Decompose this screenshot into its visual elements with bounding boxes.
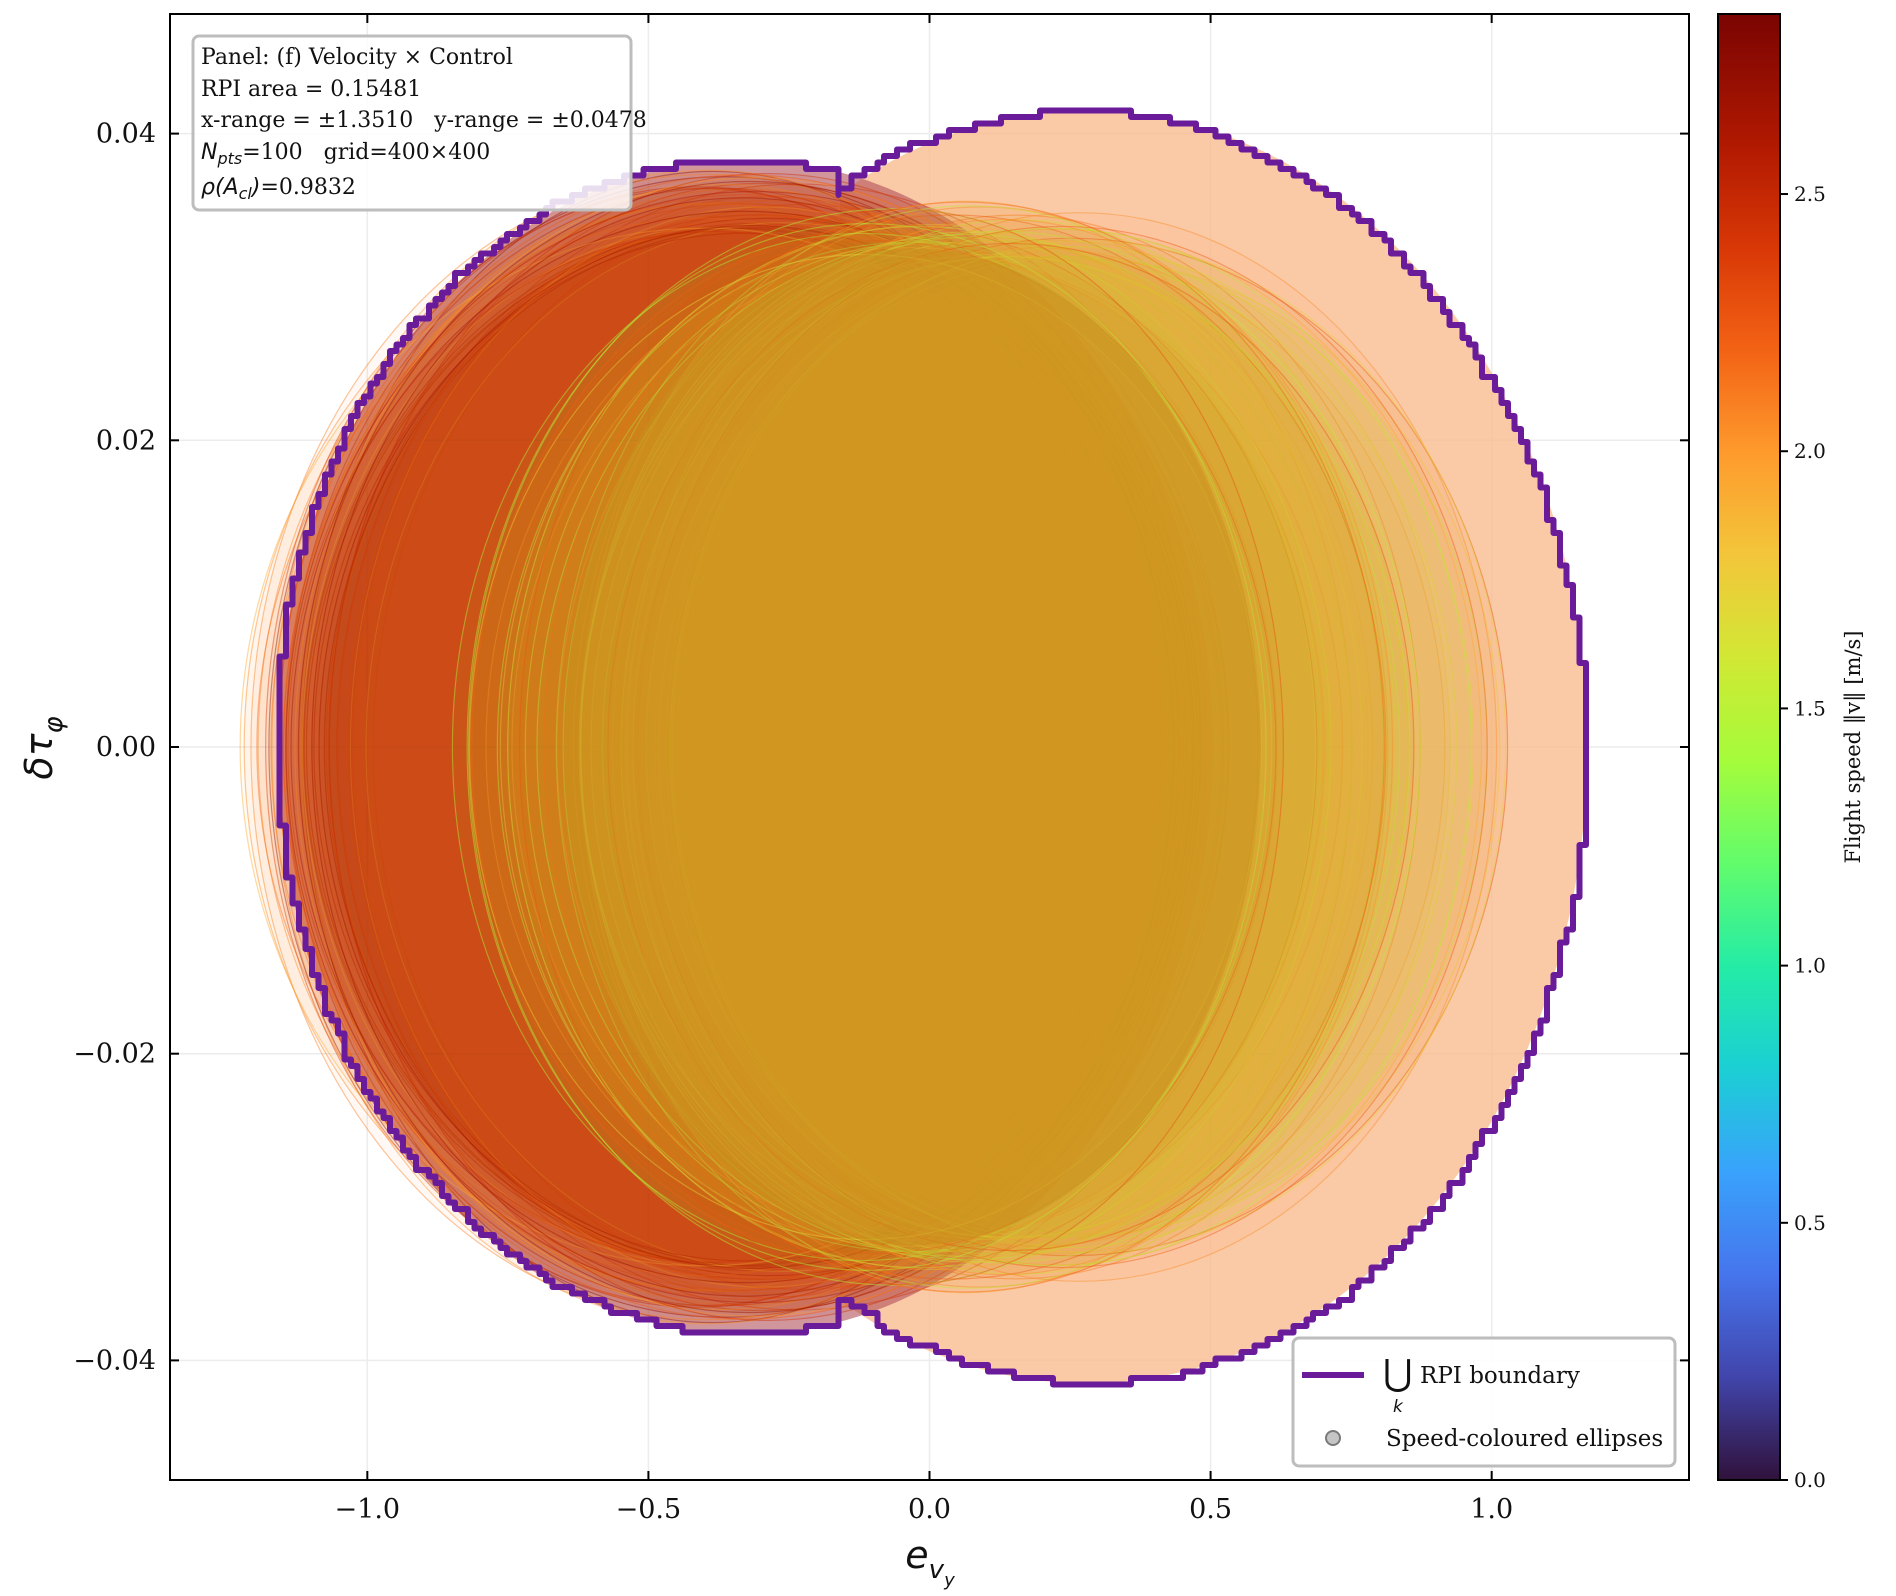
legend: ⋃ k RPI boundary Speed-coloured ellipses [1291, 1336, 1677, 1468]
info-line-npts: Npts=100 grid=400×400 [201, 140, 490, 168]
info-line-area: RPI area = 0.15481 [201, 77, 421, 102]
colorbar: 0.0 0.5 1.0 1.5 2.0 2.5 Flight speed ‖v‖ [m/s… [1717, 13, 1866, 1492]
info-box: Panel: (f) Velocity × Control RPI area =… [191, 34, 647, 212]
y-tick-label: 0.04 [96, 119, 156, 150]
ellipse-overlap-core [564, 248, 1262, 1246]
rpi-boundary [276, 107, 1589, 1388]
x-axis-label: evy [905, 1533, 955, 1591]
info-line-range: x-range = ±1.3510 y-range = ±0.0478 [201, 108, 647, 133]
colorbar-tick-label: 0.0 [1794, 1468, 1826, 1492]
x-tick-label: −1.0 [335, 1494, 401, 1525]
x-tick-label: −0.5 [616, 1494, 682, 1525]
speed-ellipses [239, 169, 1509, 1325]
colorbar-ticks: 0.0 0.5 1.0 1.5 2.0 2.5 [1780, 182, 1826, 1492]
y-axis-label: δτφ [17, 716, 69, 779]
y-tick-label: 0.02 [96, 425, 156, 456]
x-tick-label: 0.0 [908, 1494, 951, 1525]
info-line-rho: ρ(Acl)=0.9832 [201, 175, 356, 203]
legend-ellipse-marker [1325, 1430, 1341, 1446]
legend-union-sub: k [1393, 1397, 1404, 1417]
colorbar-tick-label: 0.5 [1794, 1211, 1826, 1235]
y-tick-label: −0.02 [73, 1039, 156, 1070]
legend-union-symbol: ⋃ [1383, 1353, 1413, 1394]
colorbar-tick-label: 1.5 [1794, 696, 1826, 720]
data-layer [239, 107, 1589, 1388]
y-tick-label: −0.04 [73, 1345, 156, 1376]
colorbar-tick-label: 2.0 [1794, 439, 1826, 463]
colorbar-label: Flight speed ‖v‖ [m/s] [1841, 631, 1866, 864]
legend-ellipse-label: Speed-coloured ellipses [1386, 1426, 1663, 1452]
colorbar-tick-label: 1.0 [1794, 954, 1826, 978]
axis-ticks: −1.0 −0.5 0.0 0.5 1.0 0.04 0.02 0.00 −0.02 −0.04 [73, 14, 1689, 1525]
colorbar-tick-label: 2.5 [1794, 182, 1826, 206]
y-tick-label: 0.00 [96, 732, 156, 763]
legend-boundary-label: RPI boundary [1420, 1363, 1580, 1389]
colorbar-gradient [1717, 13, 1781, 1481]
x-tick-label: 0.5 [1189, 1494, 1232, 1525]
info-line-panel: Panel: (f) Velocity × Control [201, 45, 513, 70]
x-tick-label: 1.0 [1470, 1494, 1513, 1525]
